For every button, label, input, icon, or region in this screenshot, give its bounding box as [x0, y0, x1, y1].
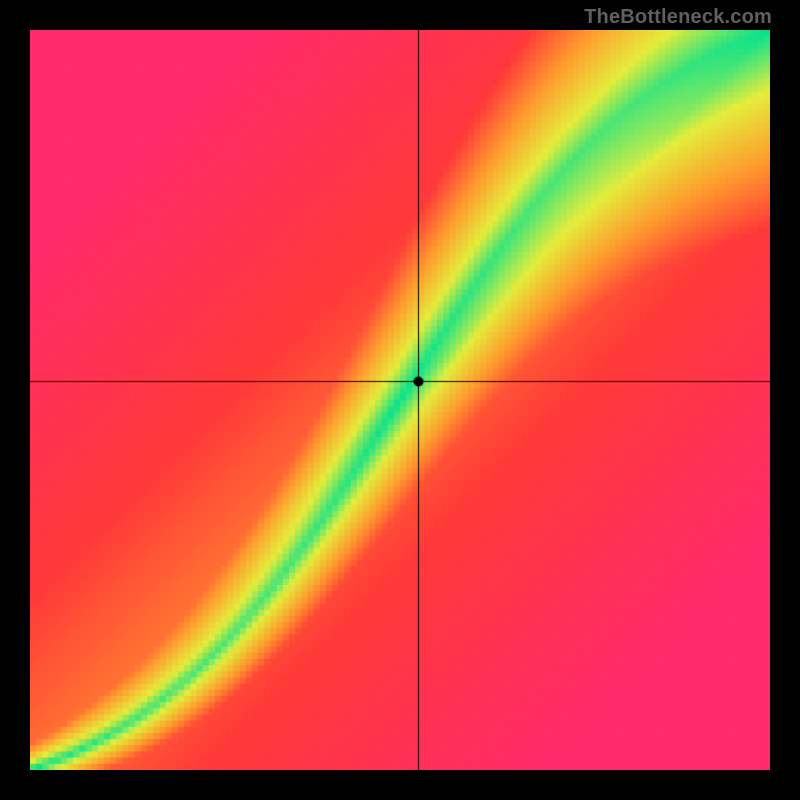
watermark-text: TheBottleneck.com — [584, 6, 772, 29]
chart-frame: TheBottleneck.com — [0, 0, 800, 800]
heatmap-canvas — [30, 30, 770, 770]
heatmap-plot — [30, 30, 770, 770]
